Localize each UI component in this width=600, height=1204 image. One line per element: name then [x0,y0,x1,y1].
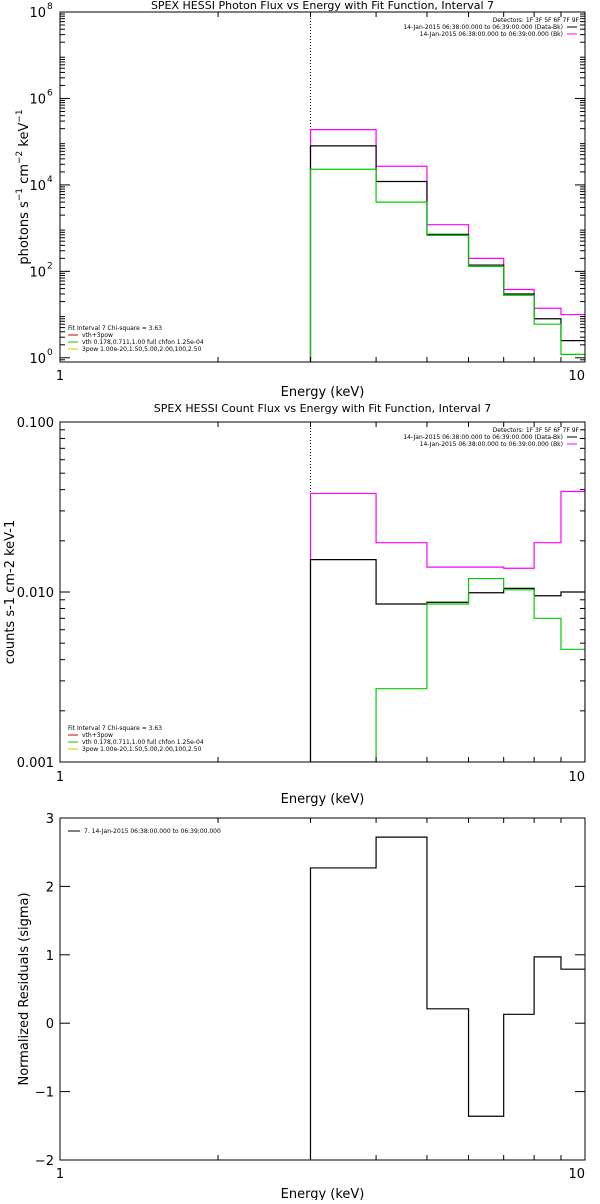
series-line-1 [309,129,585,362]
y-label-exponent: −1 [15,188,25,201]
y-tick-label: 3 [46,812,54,827]
legend-header: Detectors: 1F 3F 5F 6F 7F 9F [493,427,580,434]
y-tick-label: 10 [29,6,46,21]
plot-panel-3: 1 10 −2 −1 0 1 2 3 Normalized Residuals (sigma) E… [17,812,586,1202]
data-layer [309,12,585,362]
y-label-exponent: −2 [15,151,25,164]
fit-legend-entry: vth+3pow [82,732,113,739]
fit-legend-entry: 3pow 1.00e-20,1.50,5.00,2.00,100,2.50 [82,346,202,353]
chart-title: SPEX HESSI Photon Flux vs Energy with Fi… [151,0,494,12]
data-layer [309,422,585,762]
data-layer [309,836,585,1160]
y-tick-label: 10 [29,179,46,194]
legend-entry: 7. 14-Jan-2015 06:38:00.000 to 06:39:00.… [84,828,221,835]
x-tick-label: 10 [568,770,585,785]
fit-legend-entry: vth 0.178,0.711,1.00 full chfon 1.25e-04 [82,339,204,346]
y-tick-exponent: 2 [47,261,53,271]
legend-entry: 14-Jan-2015 06:38:00.000 to 06:39:00.000… [403,24,563,31]
x-tick-label: 1 [56,770,64,785]
y-label-text: photons s [17,201,32,265]
y-axis-label: Normalized Residuals (sigma) [17,892,32,1085]
y-tick-label: −1 [35,1086,54,1101]
fit-legend-entry: vth+3pow [82,332,113,339]
series-line-1 [309,490,585,762]
y-tick-exponent: 4 [47,175,53,185]
y-tick-label: 1 [46,949,54,964]
plot-panel-2: SPEX HESSI Count Flux vs Energy with Fit… [3,402,586,807]
x-tick-label: 10 [568,1167,585,1182]
fit-legend-header: Fit Interval 7 Chi-square = 3.63 [68,725,162,732]
fit-legend-header: Fit Interval 7 Chi-square = 3.63 [68,325,162,332]
x-tick-label: 1 [56,369,64,384]
x-tick-label: 1 [56,1167,64,1182]
y-label-text: keV [17,123,32,151]
y-tick-exponent: 0 [47,348,53,358]
x-tick-label: 10 [568,369,585,384]
legend-header: Detectors: 1F 3F 5F 6F 7F 9F [493,17,580,24]
y-label-text: cm [17,164,32,188]
plot-frame [59,817,586,1161]
legend-entry: 14-Jan-2015 06:38:00.000 to 06:39:00.000… [420,441,563,448]
y-axis-label: photons s−1 cm−2 keV−1 [15,109,32,264]
legend-entry: 14-Jan-2015 06:38:00.000 to 06:39:00.000… [403,434,563,441]
plot-panel-1: SPEX HESSI Photon Flux vs Energy with Fi… [15,0,586,400]
y-tick-label: 0.010 [17,586,54,601]
series-line-2 [309,145,585,362]
y-tick-label: 0 [46,1017,54,1032]
fit-legend-entry: vth 0.178,0.711,1.00 full chfon 1.25e-04 [82,739,204,746]
y-axis-label: counts s-1 cm-2 keV-1 [3,520,18,665]
x-axis-label: Energy (keV) [281,1187,365,1200]
y-tick-label: 10 [29,352,46,367]
plot-frame [59,11,586,363]
series-line-3 [309,168,585,362]
x-axis-label: Energy (keV) [281,385,365,400]
legend-entry: 14-Jan-2015 06:38:00.000 to 06:39:00.000… [420,31,563,38]
y-tick-label: 10 [29,265,46,280]
y-tick-exponent: 6 [47,88,53,98]
series-line-2 [309,559,585,762]
y-label-exponent: −1 [15,109,25,122]
x-axis-label: Energy (keV) [281,792,365,807]
chart-title: SPEX HESSI Count Flux vs Energy with Fit… [154,402,491,415]
series-line-3 [309,577,585,762]
y-tick-label: 2 [46,880,54,895]
y-tick-label: −2 [35,1154,54,1169]
y-tick-label: 0.100 [17,416,54,431]
fit-legend-entry: 3pow 1.00e-20,1.50,5.00,2.00,100,2.50 [82,746,202,753]
series-line-1 [309,836,585,1160]
plot-frame [59,421,586,763]
y-tick-exponent: 8 [47,2,53,12]
y-tick-label: 10 [29,92,46,107]
y-tick-label: 0.001 [17,756,54,771]
